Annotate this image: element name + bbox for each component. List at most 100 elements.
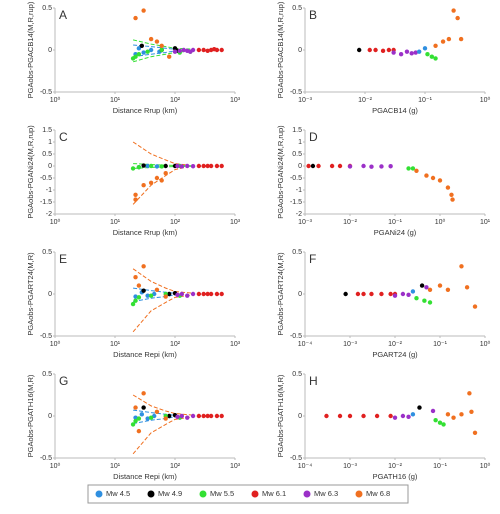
data-point [179, 164, 185, 169]
y-tick-label: 0 [298, 291, 302, 298]
data-point [316, 163, 321, 169]
data-point [133, 54, 138, 59]
x-tick-label: 10⁻¹ [433, 341, 447, 348]
data-point [196, 47, 202, 53]
x-tick-label: 10⁻³ [343, 341, 357, 348]
x-tick-label: 10⁰ [50, 96, 61, 104]
data-point [196, 163, 202, 169]
legend-label: Mw 4.5 [106, 489, 130, 498]
data-point [422, 298, 427, 303]
data-point [148, 415, 154, 420]
x-axis-label: PGACB14 (g) [372, 106, 418, 115]
data-point [459, 412, 464, 417]
data-point [329, 163, 335, 169]
x-tick-label: 10³ [230, 463, 241, 470]
data-point [398, 52, 404, 57]
data-point [464, 285, 470, 290]
data-point [148, 47, 154, 53]
data-point [422, 46, 428, 51]
data-point [406, 414, 411, 420]
data-point [472, 430, 478, 435]
x-tick-label: 10⁰ [50, 218, 61, 226]
x-tick-label: 10¹ [110, 97, 121, 104]
y-tick-label: 0.5 [42, 371, 52, 378]
data-point [190, 291, 196, 297]
x-tick-label: 10⁻¹ [433, 463, 447, 470]
data-point [136, 295, 142, 300]
data-point [410, 166, 416, 171]
data-point [446, 36, 452, 42]
data-point [367, 47, 372, 53]
y-axis-label: PGAobs-PGACB14(M,R,rup) [276, 1, 285, 98]
data-point [379, 291, 384, 297]
data-point [141, 163, 146, 168]
y-tick-label: 0.5 [42, 5, 52, 12]
data-point [133, 415, 138, 420]
data-point [136, 416, 142, 421]
data-point [166, 291, 172, 297]
data-point [179, 413, 185, 419]
x-axis-label: PGART24 (g) [372, 350, 418, 359]
data-point [433, 56, 438, 61]
x-tick-label: 10⁻² [343, 219, 357, 226]
data-point [386, 47, 392, 53]
x-axis-label: Distance Repi (km) [113, 472, 177, 481]
data-point [400, 413, 406, 419]
data-point [141, 391, 146, 396]
data-point [451, 8, 456, 13]
data-point [445, 287, 451, 292]
x-axis-label: Distance Rrup (km) [113, 228, 178, 237]
y-tick-label: 0.5 [292, 151, 302, 158]
y-axis-label: PGAobs-PGATH16(M,R) [276, 374, 285, 457]
x-tick-label: 10⁻³ [298, 219, 312, 226]
data-point [145, 49, 150, 54]
data-point [133, 275, 138, 280]
data-point [175, 163, 180, 169]
y-tick-label: -0.5 [290, 89, 302, 96]
data-point [445, 412, 451, 417]
data-point [410, 412, 416, 417]
data-point [388, 413, 393, 419]
data-point [410, 289, 416, 294]
dashed-curve [132, 268, 194, 294]
x-tick-label: 10³ [230, 97, 241, 104]
data-point [145, 416, 150, 421]
data-point [133, 192, 138, 197]
x-tick-label: 10¹ [110, 219, 121, 226]
y-axis-label: PGAobs-PGANi24(M,R,rup) [26, 125, 35, 219]
x-tick-label: 10⁻⁴ [298, 341, 313, 348]
y-tick-label: -0.5 [40, 89, 52, 96]
data-point [154, 175, 160, 181]
y-tick-label: 0 [48, 413, 52, 420]
data-point [141, 405, 146, 410]
data-point [343, 291, 348, 297]
data-point [429, 54, 435, 59]
data-point [392, 293, 398, 298]
data-point [136, 165, 142, 170]
y-axis-label: PGAobs-PGART24(M,R) [276, 252, 285, 336]
x-tick-label: 10⁻² [388, 463, 402, 470]
y-tick-label: -1 [46, 187, 52, 194]
data-point [214, 47, 220, 53]
data-point [163, 163, 168, 169]
data-point [427, 300, 433, 305]
data-point [455, 15, 460, 21]
data-point [406, 166, 411, 171]
data-point [136, 52, 142, 57]
data-point [205, 413, 210, 419]
data-point [437, 283, 443, 288]
data-point [361, 163, 366, 169]
data-point [430, 175, 436, 181]
y-tick-label: -0.5 [40, 455, 52, 462]
panel-label: E [59, 252, 67, 266]
y-tick-label: -0.5 [290, 333, 302, 340]
data-point [190, 47, 196, 53]
data-point [148, 180, 154, 185]
panel-label: D [309, 130, 318, 144]
y-tick-label: 0 [48, 291, 52, 298]
data-point [205, 48, 210, 54]
data-point [214, 163, 220, 169]
data-point [369, 291, 374, 297]
data-point [441, 422, 446, 427]
panel-label: G [59, 374, 68, 388]
